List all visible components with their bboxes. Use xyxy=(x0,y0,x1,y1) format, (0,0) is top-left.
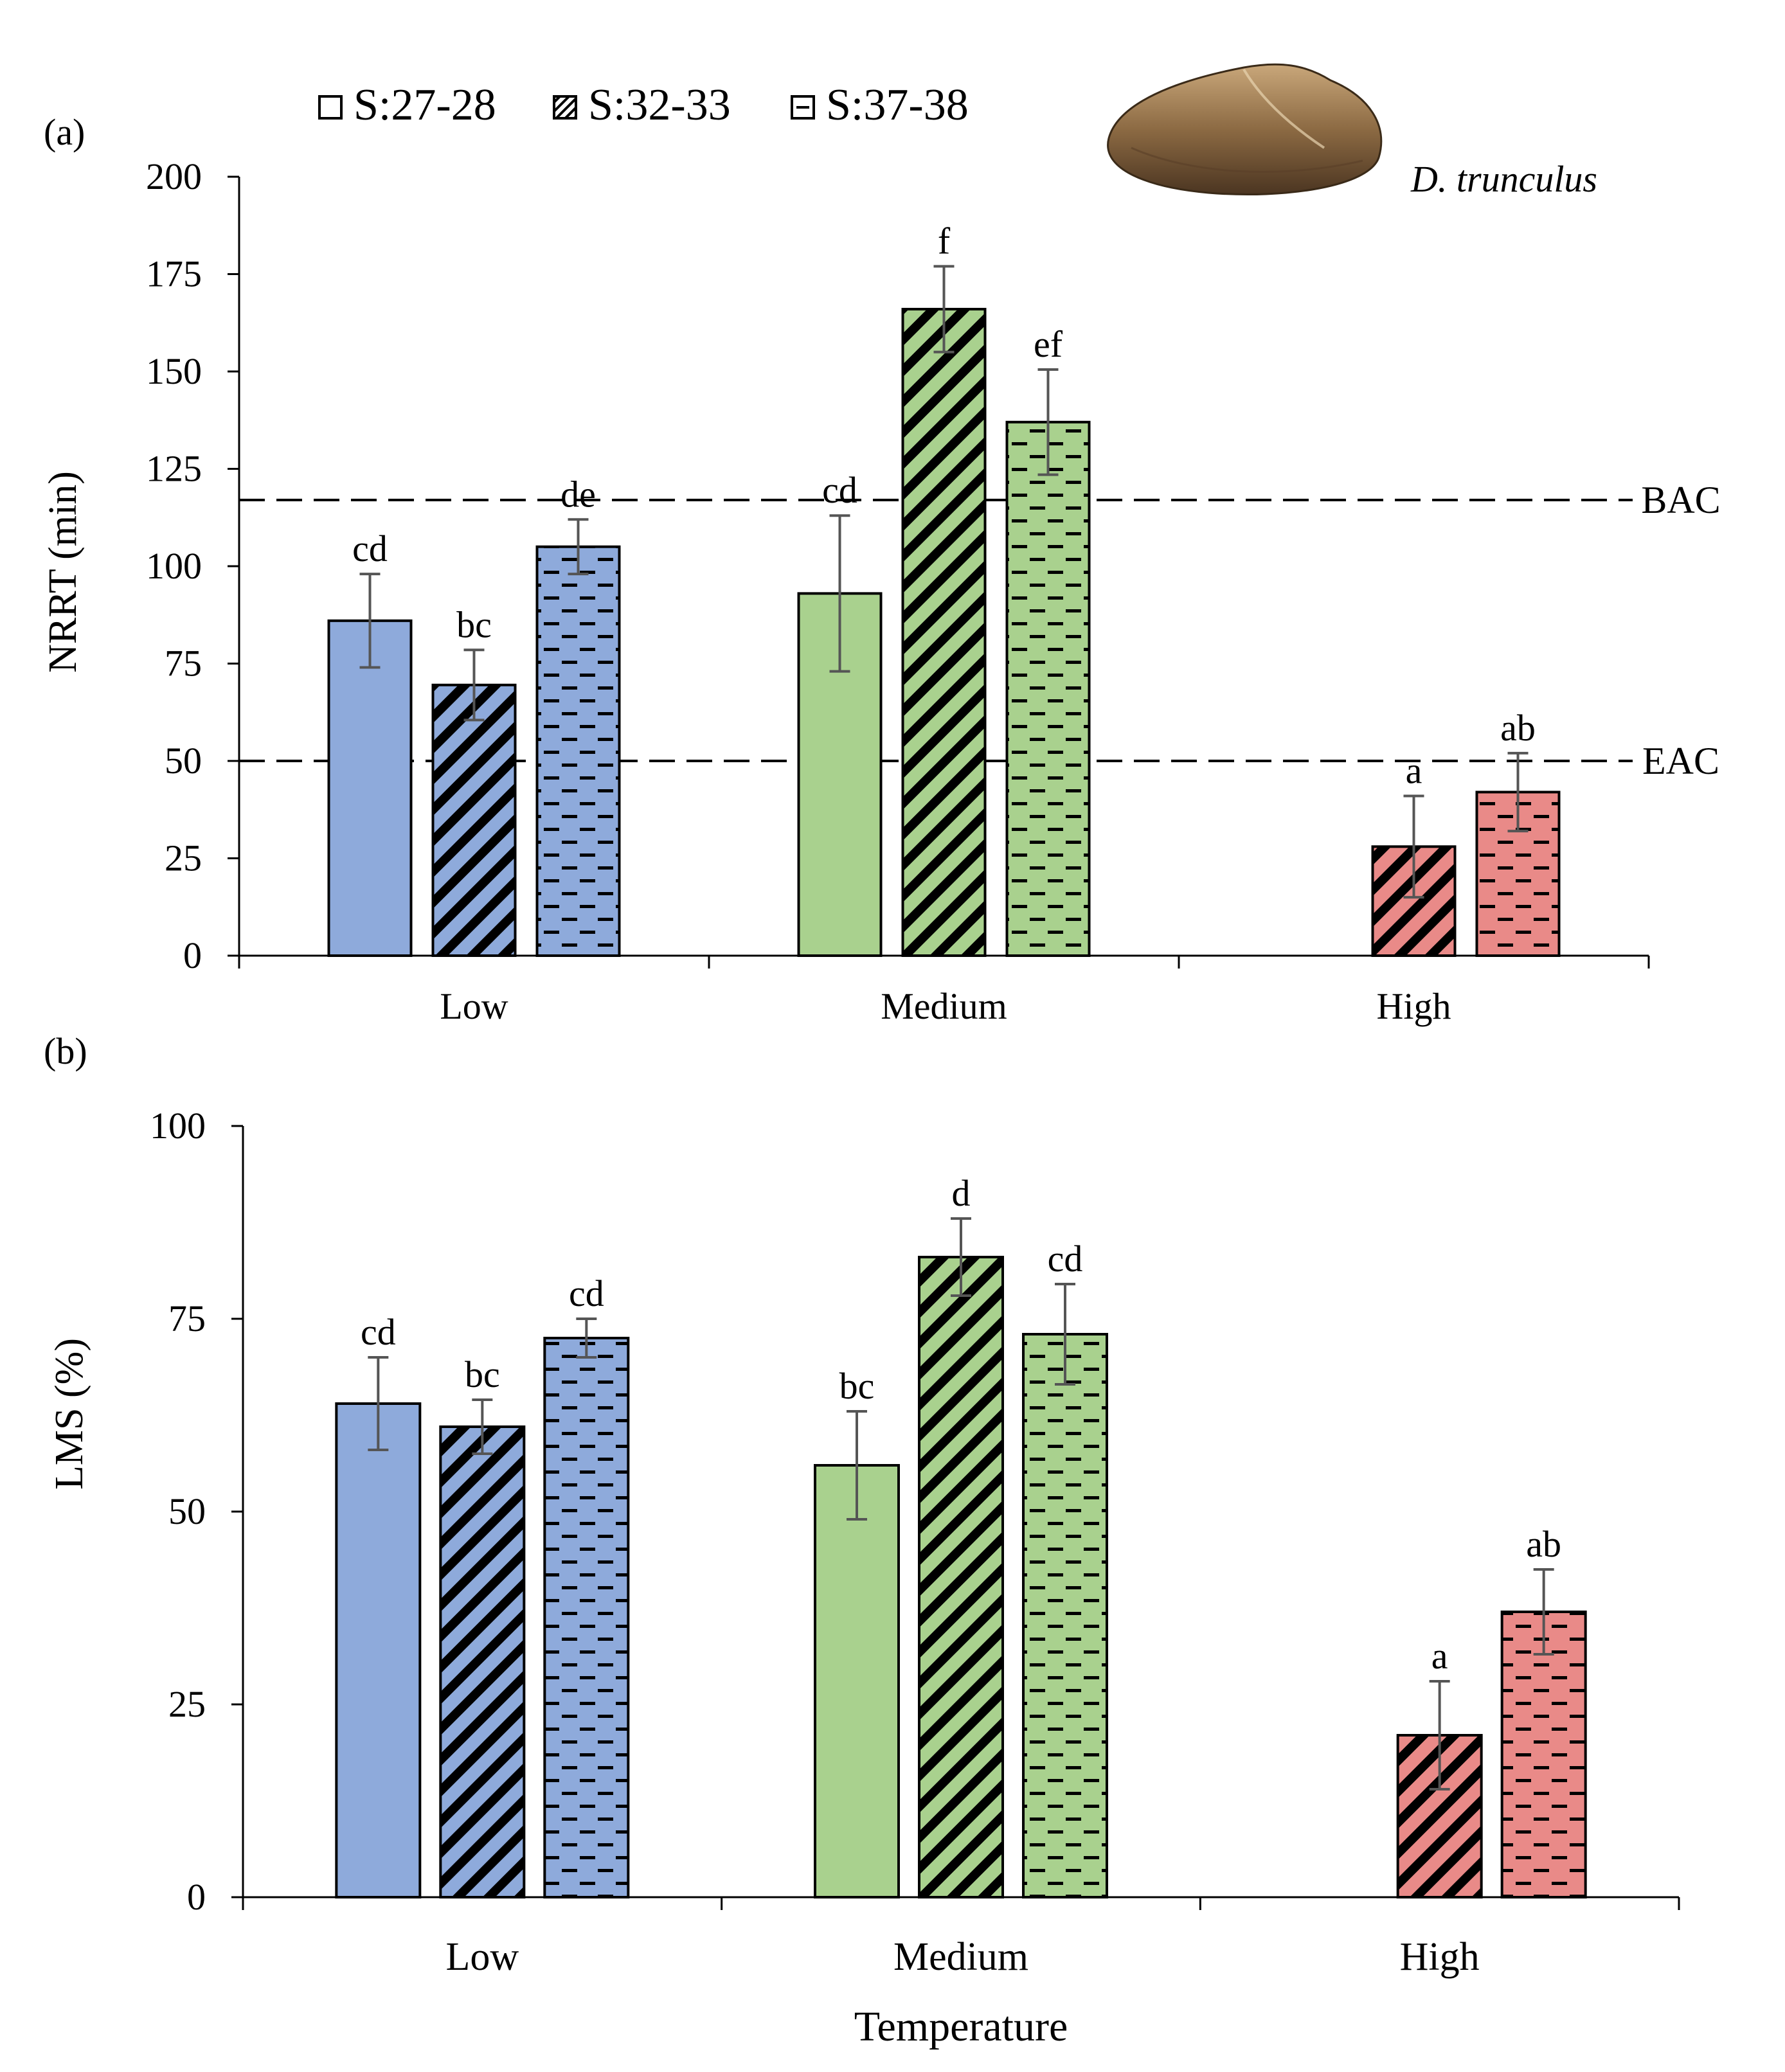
y-tick-label: 75 xyxy=(165,643,202,684)
reference-line-label: EAC xyxy=(1642,740,1719,782)
x-tick-label: Medium xyxy=(881,985,1007,1027)
y-tick-label: 175 xyxy=(146,253,202,295)
significance-letter: de xyxy=(561,473,596,515)
significance-letter: ab xyxy=(1526,1523,1561,1565)
significance-letter: cd xyxy=(822,469,857,511)
y-tick-label: 100 xyxy=(146,545,202,587)
y-tick-label: 200 xyxy=(146,156,202,197)
x-tick-label: High xyxy=(1377,985,1451,1027)
x-tick-label: Medium xyxy=(893,1935,1028,1979)
y-tick-label: 75 xyxy=(168,1298,206,1339)
bar-pattern xyxy=(1023,1334,1107,1897)
bar-pattern xyxy=(544,1338,629,1897)
x-tick-label: Low xyxy=(440,985,508,1027)
legend-label: S:37-38 xyxy=(826,80,969,130)
bar-pattern xyxy=(440,1427,525,1897)
y-tick-label: 25 xyxy=(168,1683,206,1725)
chart-panel-b: 0 25 50 75 100 Low Medium High cd bc cd bc d cd a ab xyxy=(150,1105,1680,1979)
bar-pattern xyxy=(919,1257,1003,1897)
y-tick-label: 150 xyxy=(146,350,202,392)
significance-letter: bc xyxy=(456,603,492,645)
significance-letter: bc xyxy=(839,1365,875,1407)
y-axis-title-b: LMS (%) xyxy=(48,1338,91,1490)
species-label: D. trunculus xyxy=(1410,158,1597,200)
legend-label: S:32-33 xyxy=(588,80,731,130)
legend-swatch-dashed xyxy=(791,95,815,120)
bar xyxy=(328,620,411,956)
legend-label: S:27-28 xyxy=(354,80,496,130)
chart-panel-a: 0 25 50 75 100 125 150 175 200 Low Medium High BAC EA… xyxy=(146,156,1721,1027)
significance-letter: ab xyxy=(1500,707,1536,749)
legend-swatch-diagonal xyxy=(553,95,577,120)
legend-item-s32-33: S:32-33 xyxy=(553,80,731,130)
reference-line-label: BAC xyxy=(1641,479,1720,521)
bar xyxy=(336,1404,420,1897)
significance-letter: cd xyxy=(1048,1238,1083,1280)
y-axis-title-a: NRRT (min) xyxy=(41,471,85,673)
panel-label-b: (b) xyxy=(44,1030,87,1072)
bar-pattern xyxy=(1502,1612,1586,1897)
x-axis-title: Temperature xyxy=(854,2003,1068,2050)
x-tick-label: Low xyxy=(446,1935,519,1979)
y-tick-label: 0 xyxy=(187,1876,206,1918)
y-tick-label: 25 xyxy=(165,837,202,879)
bar-pattern xyxy=(1007,422,1090,956)
y-tick-label: 50 xyxy=(168,1490,206,1532)
significance-letter: f xyxy=(938,220,951,262)
bar-pattern xyxy=(433,684,516,956)
significance-letter: d xyxy=(952,1172,971,1214)
significance-letter: cd xyxy=(569,1273,604,1314)
bar-pattern xyxy=(537,546,620,956)
significance-letter: a xyxy=(1431,1635,1448,1677)
bar xyxy=(815,1465,899,1897)
significance-letter: cd xyxy=(352,528,388,569)
bar-pattern xyxy=(902,309,985,956)
legend-item-s37-38: S:37-38 xyxy=(791,80,969,130)
legend: S:27-28 S:32-33 S:37-38 xyxy=(318,80,969,130)
legend-swatch-solid xyxy=(318,95,343,120)
y-tick-label: 50 xyxy=(165,740,202,781)
clam-shell-icon xyxy=(1107,63,1383,196)
panel-label-a: (a) xyxy=(44,111,85,153)
y-tick-label: 125 xyxy=(146,448,202,490)
y-tick-label: 0 xyxy=(183,934,202,976)
significance-letter: ef xyxy=(1034,323,1063,365)
x-tick-label: High xyxy=(1400,1935,1480,1979)
legend-item-s27-28: S:27-28 xyxy=(318,80,496,130)
significance-letter: bc xyxy=(465,1353,500,1395)
significance-letter: cd xyxy=(361,1311,396,1353)
y-tick-label: 100 xyxy=(150,1105,206,1147)
significance-letter: a xyxy=(1406,750,1422,792)
